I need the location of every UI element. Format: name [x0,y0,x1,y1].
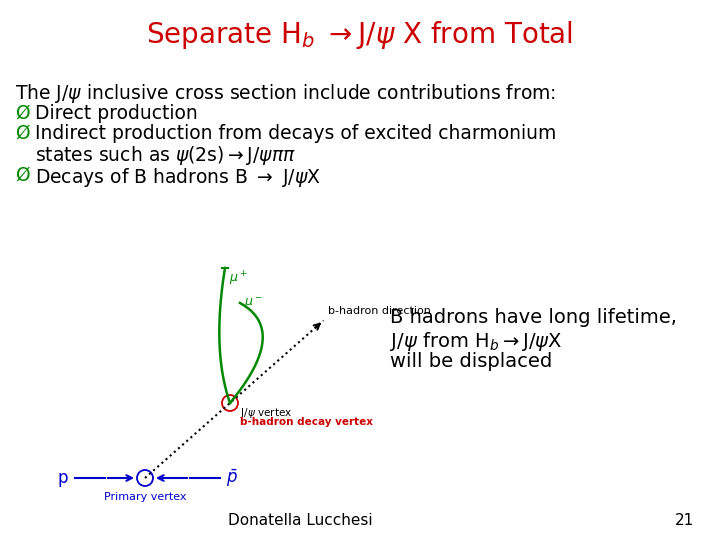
Text: Decays of B hadrons B $\rightarrow$ J/$\psi$X: Decays of B hadrons B $\rightarrow$ J/$\… [35,166,321,189]
Text: p: p [58,469,68,487]
Text: The J/$\psi$ inclusive cross section include contributions from:: The J/$\psi$ inclusive cross section inc… [15,82,556,105]
Text: Ø: Ø [15,124,30,143]
Text: Donatella Lucchesi: Donatella Lucchesi [228,513,372,528]
Text: J/$\psi$ from H$_b$$\rightarrow$J/$\psi$X: J/$\psi$ from H$_b$$\rightarrow$J/$\psi$… [390,330,562,353]
Text: will be displaced: will be displaced [390,352,552,371]
Text: Separate H$_b$ $\rightarrow$J/$\psi$ X from Total: Separate H$_b$ $\rightarrow$J/$\psi$ X f… [146,19,574,51]
Text: b-hadron decay vertex: b-hadron decay vertex [240,417,373,427]
Text: J/$\psi$ vertex: J/$\psi$ vertex [240,406,292,420]
Text: Direct production: Direct production [35,104,198,123]
Text: $\mu^+$: $\mu^+$ [229,270,248,288]
Text: states such as $\psi$(2s)$\rightarrow$J/$\psi\pi\pi$: states such as $\psi$(2s)$\rightarrow$J/… [35,144,296,167]
Text: $\mu^-$: $\mu^-$ [244,295,263,310]
Text: Ø: Ø [15,166,30,185]
Text: B hadrons have long lifetime,: B hadrons have long lifetime, [390,308,677,327]
Text: Indirect production from decays of excited charmonium: Indirect production from decays of excit… [35,124,557,143]
Text: $\bar{p}$: $\bar{p}$ [226,467,238,489]
Text: Ø: Ø [15,104,30,123]
Text: 21: 21 [675,513,695,528]
Text: Primary vertex: Primary vertex [104,492,186,502]
Text: b-hadron direction: b-hadron direction [328,306,431,315]
